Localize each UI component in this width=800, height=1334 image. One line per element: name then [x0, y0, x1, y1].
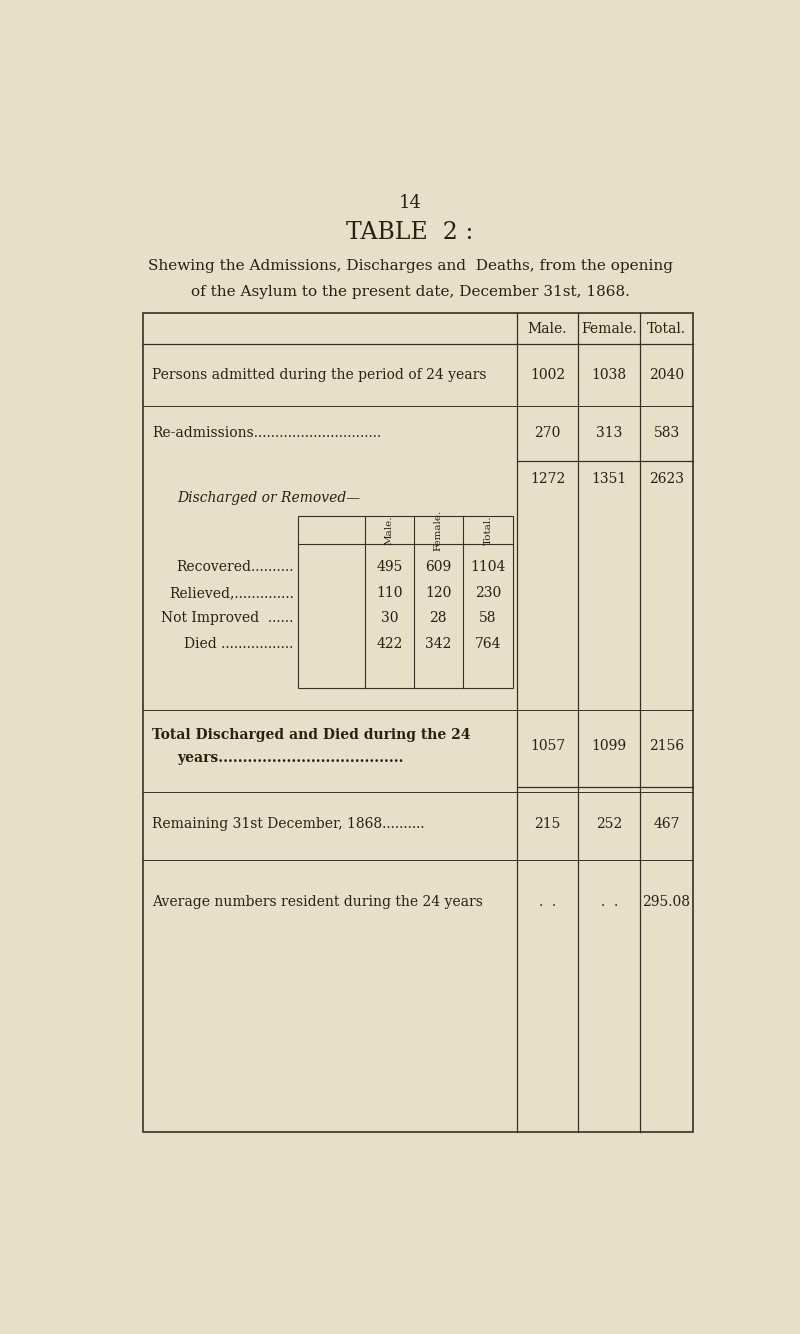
Text: Shewing the Admissions, Discharges and  Deaths, from the opening: Shewing the Admissions, Discharges and D… [147, 259, 673, 273]
Text: Female.: Female. [434, 510, 442, 551]
Text: Total.: Total. [647, 321, 686, 336]
Text: Male.: Male. [528, 321, 567, 336]
Text: 30: 30 [381, 611, 398, 626]
Text: 2623: 2623 [649, 472, 684, 486]
Text: 1272: 1272 [530, 472, 565, 486]
Text: Died .................: Died ................. [184, 636, 294, 651]
Text: 295.08: 295.08 [642, 895, 690, 910]
Text: 215: 215 [534, 816, 561, 831]
Text: 764: 764 [474, 636, 501, 651]
Text: 14: 14 [398, 193, 422, 212]
Text: 120: 120 [425, 586, 451, 600]
Text: 28: 28 [430, 611, 447, 626]
Text: Discharged or Removed—: Discharged or Removed— [178, 491, 361, 506]
Text: 1057: 1057 [530, 739, 565, 754]
Text: Total Discharged and Died during the 24: Total Discharged and Died during the 24 [152, 727, 470, 742]
Text: 1002: 1002 [530, 368, 565, 382]
Text: 2156: 2156 [649, 739, 684, 754]
Text: 422: 422 [376, 636, 402, 651]
Text: 467: 467 [654, 816, 680, 831]
Bar [298, 516, 513, 688]
Text: 583: 583 [654, 426, 680, 440]
Text: Total.: Total. [483, 515, 492, 544]
Bar [142, 313, 693, 1131]
Text: 495: 495 [376, 560, 402, 575]
Text: 2040: 2040 [649, 368, 684, 382]
Text: Male.: Male. [385, 515, 394, 544]
Text: 1099: 1099 [592, 739, 626, 754]
Text: 252: 252 [596, 816, 622, 831]
Text: 1038: 1038 [592, 368, 626, 382]
Text: 58: 58 [479, 611, 497, 626]
Text: .  .: . . [601, 895, 618, 910]
Text: Remaining 31st December, 1868..........: Remaining 31st December, 1868.......... [152, 816, 425, 831]
Text: Female.: Female. [582, 321, 637, 336]
Text: 1104: 1104 [470, 560, 506, 575]
Text: 230: 230 [474, 586, 501, 600]
Text: years......................................: years...................................… [178, 751, 404, 764]
Text: Recovered..........: Recovered.......... [176, 560, 294, 575]
Text: 270: 270 [534, 426, 561, 440]
Text: Re-admissions..............................: Re-admissions...........................… [152, 426, 381, 440]
Text: 1351: 1351 [591, 472, 627, 486]
Text: Not Improved  ......: Not Improved ...... [162, 611, 294, 626]
Text: Persons admitted during the period of 24 years: Persons admitted during the period of 24… [152, 368, 486, 382]
Text: 609: 609 [425, 560, 451, 575]
Text: 342: 342 [425, 636, 451, 651]
Text: 110: 110 [376, 586, 402, 600]
Text: TABLE  2 :: TABLE 2 : [346, 221, 474, 244]
Text: .  .: . . [539, 895, 556, 910]
Text: Average numbers resident during the 24 years: Average numbers resident during the 24 y… [152, 895, 483, 910]
Text: 313: 313 [596, 426, 622, 440]
Text: of the Asylum to the present date, December 31st, 1868.: of the Asylum to the present date, Decem… [190, 285, 630, 299]
Text: Relieved,..............: Relieved,.............. [169, 586, 294, 600]
